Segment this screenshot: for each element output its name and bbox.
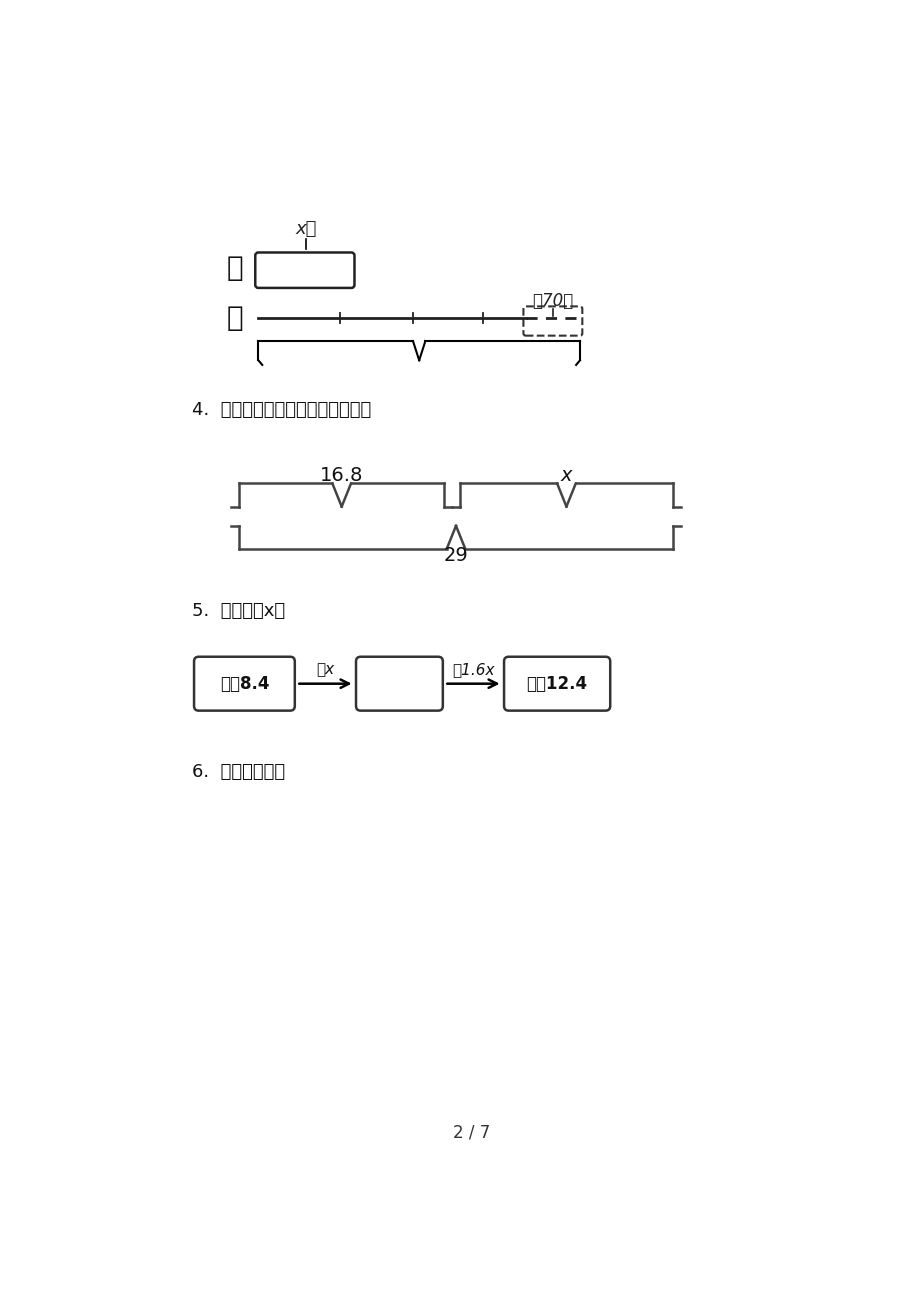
Text: 输入8.4: 输入8.4 — [220, 674, 269, 693]
Text: 4.  看线段图列出方程，并解方程。: 4. 看线段图列出方程，并解方程。 — [192, 401, 371, 419]
FancyBboxPatch shape — [356, 656, 442, 711]
Text: 输出12.4: 输出12.4 — [526, 674, 587, 693]
Text: x只: x只 — [295, 220, 317, 238]
Text: 6.  看图列方程。: 6. 看图列方程。 — [192, 763, 285, 781]
FancyBboxPatch shape — [504, 656, 609, 711]
Text: 少70只: 少70只 — [532, 292, 573, 310]
Text: 29: 29 — [443, 546, 468, 565]
FancyBboxPatch shape — [194, 656, 294, 711]
Text: 加1.6x: 加1.6x — [452, 663, 494, 677]
Text: 鸡: 鸡 — [227, 303, 244, 332]
Text: 2 / 7: 2 / 7 — [452, 1124, 490, 1142]
Text: x: x — [560, 466, 572, 486]
FancyBboxPatch shape — [523, 306, 582, 336]
FancyBboxPatch shape — [255, 253, 354, 288]
Text: 鹤: 鹤 — [227, 254, 244, 283]
Text: 5.  列方程求x。: 5. 列方程求x。 — [192, 602, 285, 620]
Text: 16.8: 16.8 — [320, 466, 363, 486]
Text: 乘x: 乘x — [316, 663, 335, 677]
